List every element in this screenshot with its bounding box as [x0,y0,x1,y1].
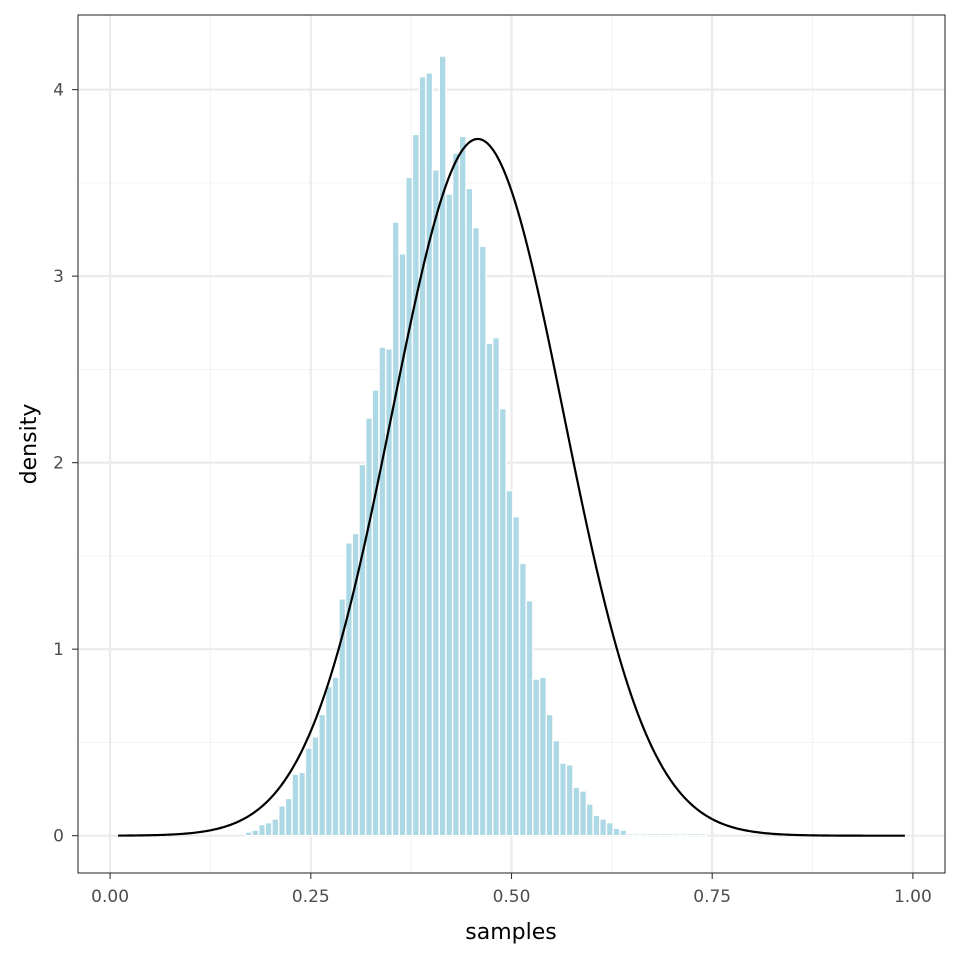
density-curve [118,137,905,837]
histogram-bar [512,516,521,837]
y-tick-label: 3 [53,267,64,287]
histogram-bar [405,176,414,837]
histogram-bar [344,542,353,837]
histogram-bar [391,221,400,837]
histogram-bar [451,152,460,837]
histogram-bar [692,833,701,837]
histogram-bar [311,736,320,837]
histogram-bar [545,713,554,837]
histogram-bar [251,829,260,837]
histogram-bar [318,713,327,837]
histogram-bar [659,833,668,837]
histogram-bar [465,187,474,837]
histogram-bar [492,336,501,837]
histogram-bar [679,833,688,837]
histogram-bar [298,771,307,837]
histogram-bar [632,833,641,837]
histogram-bar [425,72,434,837]
histogram-bar [666,833,675,837]
histogram-bar [418,75,427,837]
histogram-bar [331,676,340,837]
x-tick-label: 0.00 [91,887,129,907]
histogram-bar [652,833,661,837]
histogram-bar [438,55,447,837]
histogram-bar [485,342,494,837]
histogram-bar [498,407,507,837]
histogram-bar [639,833,648,837]
histogram-bar [699,833,708,837]
histogram-bar [645,833,655,837]
histogram-bar [324,685,333,837]
histogram-bar [525,599,534,837]
x-axis-ticks: 0.00 0.25 0.50 0.75 1.00 [91,873,932,907]
histogram-bar [458,135,467,837]
histogram-bar [532,678,541,837]
histogram-bars [244,55,708,837]
x-tick-label: 1.00 [894,887,932,907]
x-tick-label: 0.75 [693,887,731,907]
histogram-bar [478,245,487,837]
histogram-bar [304,747,313,837]
x-axis-title: samples [465,920,556,945]
histogram-bar [599,818,608,837]
histogram-bar [585,803,594,837]
histogram-bar [471,226,481,837]
histogram-bar [271,818,280,837]
histogram-bar [505,489,514,837]
histogram-bar [686,833,695,837]
histogram-bar [278,805,287,837]
histogram-bar [291,773,300,837]
y-tick-label: 0 [53,827,64,847]
histogram-bar [244,831,253,837]
histogram-bar [619,829,628,837]
y-tick-label: 2 [53,454,64,474]
histogram-bar [378,346,387,837]
histogram-bar [385,348,394,837]
histogram-bar [572,786,581,837]
histogram-bar [445,193,454,837]
histogram-bar [371,389,380,837]
histogram-bar [518,562,527,837]
histogram-bar [579,790,588,837]
histogram-bar [264,821,273,837]
histogram-bar [672,833,681,837]
histogram-bar [625,833,634,837]
x-tick-label: 0.25 [292,887,330,907]
y-tick-label: 4 [53,81,64,101]
x-tick-label: 0.50 [493,887,531,907]
histogram-bar [364,417,374,837]
histogram-bar [552,739,561,837]
y-tick-label: 1 [53,640,64,660]
histogram-bar [431,169,440,837]
y-axis-title: density [17,404,42,485]
histogram-bar [605,821,614,837]
histogram-bar [398,253,407,837]
histogram-bar [538,676,548,837]
y-axis-ticks: 0 1 2 3 4 [53,81,78,847]
histogram-bar [257,823,267,837]
histogram-bar [411,133,420,837]
histogram-bar [592,814,601,837]
histogram-bar [358,463,367,837]
histogram-bar [284,797,293,837]
histogram-bar [612,827,621,837]
histogram-bar [565,764,574,837]
histogram-bar [558,762,568,837]
